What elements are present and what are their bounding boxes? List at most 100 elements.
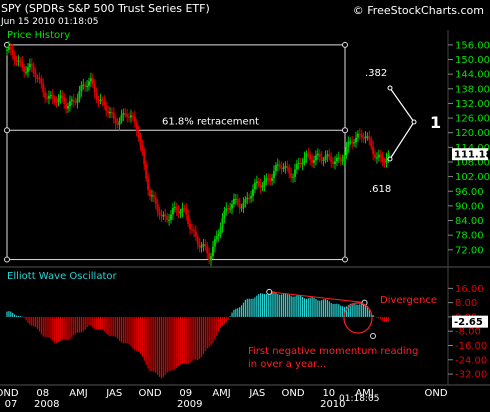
fib-anchor-point [4,127,10,134]
osc-tick-label: -24.00 [455,355,487,366]
candle-body [53,98,56,103]
candle-body [255,181,258,184]
candle-body [42,83,45,93]
candle-body [349,141,352,143]
candle-body [334,161,337,164]
candle-body [309,154,312,160]
candle-body [206,246,209,254]
candle-body [318,153,321,158]
candle-body [150,195,153,197]
price-tick-label: 108.00 [455,157,490,168]
candle-body [242,203,245,208]
candle-body [332,161,335,164]
x-year-label: 2008 [34,399,59,408]
candle-body [88,81,91,86]
candle-body [374,154,377,158]
candle-body [80,85,83,92]
x-tick-label: 09 [179,388,192,399]
candle-body [274,165,277,172]
chart-title: SPY (SPDRs S&P 500 Trust Series ETF) [1,2,210,15]
candle-body [328,154,331,158]
candle-body [105,105,108,112]
candle-body [23,66,26,72]
osc-tick-label: -16.00 [455,341,487,352]
price-tick-label: 78.00 [455,231,484,242]
candle-body [231,204,234,209]
candle-body [137,130,140,138]
candle-body [320,157,323,161]
x-tick-label: AMJ [69,388,87,399]
momentum-label-line1: First negative momentum reading [248,346,418,357]
brand-link[interactable]: © FreeStockCharts.com [352,4,484,17]
candle-body [49,95,52,97]
candle-body [305,153,308,158]
candle-body [177,210,180,214]
candle-body [21,61,24,67]
candle-body [139,137,142,146]
candle-body [313,160,316,163]
candle-body [179,211,182,214]
candle-body [225,208,228,211]
x-tick-label: OND [282,388,305,399]
candle-body [26,67,29,72]
candle-body [364,136,367,139]
candle-body [337,157,340,159]
price-tick-label: 156.00 [455,40,490,51]
candle-body [213,239,216,247]
candle-body [238,203,241,208]
candle-body [252,189,255,196]
divergence-point [266,288,273,295]
candle-body [311,159,314,163]
candle-body [11,49,14,56]
momentum-label-line2: in over a year... [248,359,326,370]
candle-body [272,171,275,179]
candle-body [166,216,169,220]
candle-body [253,183,256,190]
candle-body [47,95,50,99]
candle-body [267,178,270,180]
candle-body [57,98,60,103]
candle-body [141,145,144,153]
candle-body [229,208,232,210]
candle-body [301,162,304,165]
wave-point [411,119,417,125]
candle-body [362,137,365,139]
candle-body [221,218,224,228]
candle-body [303,157,306,163]
candle-body [133,116,136,123]
candle-body [217,233,220,237]
candle-body [223,210,226,219]
chart-date: Jun 15 2010 01:18:05 [1,17,99,27]
candle-body [118,120,121,125]
fib-anchor-point [342,41,348,48]
candle-body [82,84,85,86]
candle-body [341,160,344,162]
current-price-box [452,148,488,161]
candle-body [175,206,178,211]
candle-body [112,112,115,119]
candle-body [63,97,66,105]
candle-body [259,184,262,188]
candle-body [276,164,279,166]
x-tick-label: AMJ [355,388,373,399]
candle-body [13,55,16,61]
price-tick-label: 138.00 [455,84,490,95]
candle-body [97,99,100,102]
candle-body [44,92,47,98]
candle-body [128,116,131,118]
x-tick-label: OND [425,388,448,399]
candle-body [345,147,348,156]
candle-body [185,208,188,215]
candle-body [377,154,380,158]
candle-body [234,198,237,200]
x-tick-label: 08 [36,388,49,399]
candle-body [17,60,20,62]
candle-body [6,49,8,51]
candle-body [70,99,73,102]
price-tick-label: 132.00 [455,99,490,110]
candle-body [183,208,186,210]
candle-body [34,73,37,78]
wave-point [387,85,393,91]
candle-body [198,243,201,248]
